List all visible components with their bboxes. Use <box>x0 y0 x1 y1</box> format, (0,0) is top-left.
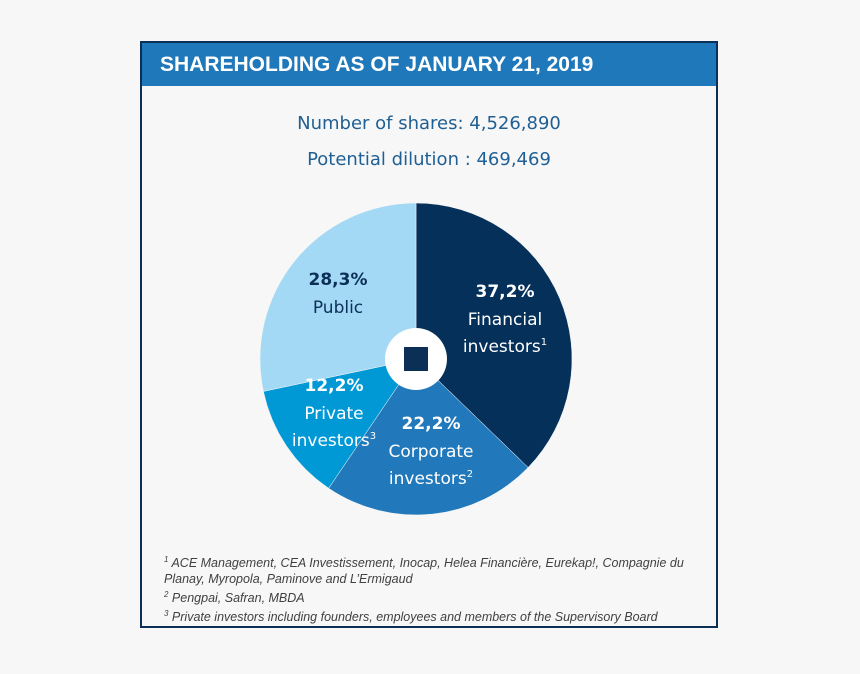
footnote-2: 2 Pengpai, Safran, MBDA <box>164 590 305 606</box>
slice-category-label: investors1 <box>463 337 547 357</box>
slice-category-label: investors2 <box>389 469 473 489</box>
slice-value-label: 37,2% <box>476 282 535 302</box>
pie-slice-4 <box>259 202 417 392</box>
slice-category-label: investors3 <box>292 431 376 451</box>
potential-dilution: Potential dilution : 469,469 <box>307 149 551 170</box>
slice-category-label: Private <box>304 404 363 424</box>
slice-value-label: 12,2% <box>305 376 364 396</box>
slice-category-label: Financial <box>468 310 542 330</box>
pie-slice-1 <box>415 202 573 468</box>
slice-category-label: Public <box>313 298 363 318</box>
logo-square-icon <box>404 347 428 371</box>
slice-value-label: 22,2% <box>402 414 461 434</box>
panel-title: SHAREHOLDING AS OF JANUARY 21, 2019 <box>142 43 716 86</box>
slice-value-label: 28,3% <box>309 270 368 290</box>
footnote-1: 1 ACE Management, CEA Investissement, In… <box>164 555 684 587</box>
shareholding-panel: SHAREHOLDING AS OF JANUARY 21, 2019 Numb… <box>140 41 718 628</box>
number-of-shares: Number of shares: 4,526,890 <box>297 113 561 134</box>
slice-category-label: Corporate <box>389 442 474 462</box>
footnote-3: 3 Private investors including founders, … <box>164 609 658 625</box>
pie-slice-3 <box>263 358 417 489</box>
footnotes: 1 ACE Management, CEA Investissement, In… <box>164 552 724 625</box>
pie-slice-2 <box>328 358 529 516</box>
